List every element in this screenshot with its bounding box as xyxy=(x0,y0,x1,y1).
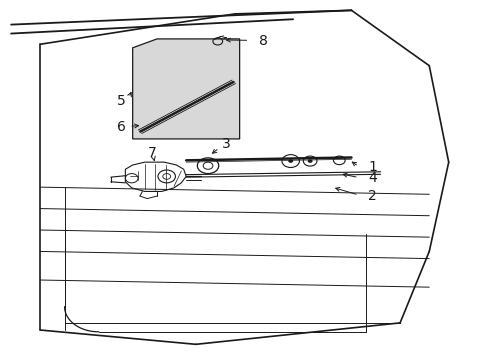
Text: 7: 7 xyxy=(147,146,156,160)
Circle shape xyxy=(307,159,312,163)
Polygon shape xyxy=(132,39,239,139)
Text: 6: 6 xyxy=(116,120,125,134)
Text: 5: 5 xyxy=(116,94,125,108)
Text: 4: 4 xyxy=(368,171,376,185)
Text: 8: 8 xyxy=(259,34,267,48)
Text: 3: 3 xyxy=(221,137,230,151)
Circle shape xyxy=(287,159,292,163)
Text: 1: 1 xyxy=(368,161,377,175)
Text: 2: 2 xyxy=(368,189,376,203)
